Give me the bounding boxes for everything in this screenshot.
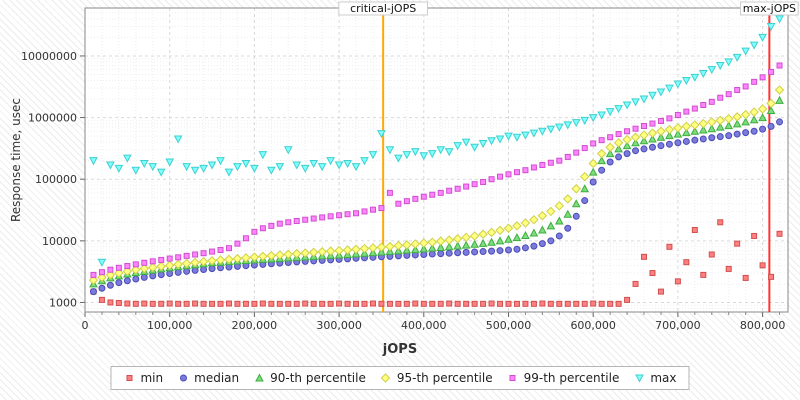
legend-item-median: median [177,371,239,385]
svg-text:600,000: 600,000 [570,319,616,332]
legend: min median 90-th percentile 95-th percentil… [110,366,690,390]
legend-item-95-th-percentile: 95-th percentile [380,371,493,385]
legend-label: median [194,371,240,385]
svg-text:10000000: 10000000 [21,50,77,63]
svg-text:700,000: 700,000 [655,319,701,332]
annotation-label-box [740,1,799,16]
series-min [90,219,783,307]
series-95-th-percentile [88,85,785,285]
svg-text:10000: 10000 [42,235,77,248]
series-99-th-percentile [90,62,783,278]
square-marker-icon [509,375,516,381]
x-axis-label: jOPS [382,342,418,357]
legend-item-max: max [633,371,677,385]
svg-text:1000: 1000 [49,296,77,309]
diamond-marker-icon [381,373,391,383]
triangle-up-marker-icon [254,373,264,382]
triangle-down-marker-icon [635,374,644,383]
legend-label: 95-th percentile [396,371,493,385]
svg-text:200,000: 200,000 [232,319,278,332]
svg-text:800,000: 800,000 [740,319,786,332]
annotation-label-box [338,1,428,16]
square-marker-icon [126,375,133,381]
svg-text:400,000: 400,000 [401,319,447,332]
legend-label: min [140,371,164,385]
svg-text:0: 0 [82,319,89,332]
svg-text:1000000: 1000000 [28,112,77,125]
circle-marker-icon [179,374,187,382]
svg-text:100,000: 100,000 [147,319,193,332]
legend-label: max [650,371,677,385]
legend-item-min: min [123,371,163,385]
y-axis-label: Response time, usec [9,97,23,223]
legend-label: 90-th percentile [270,371,366,385]
svg-text:100000: 100000 [35,173,77,186]
legend-item-90-th-percentile: 90-th percentile [253,371,366,385]
legend-label: 99-th percentile [523,371,620,385]
annotation-label: max-jOPS [743,2,796,15]
series-median [89,118,784,296]
plot-area: 0 100,000 200,000 300,000 400,000 500,000 600,… [21,1,799,332]
legend-item-99-th-percentile: 99-th percentile [507,371,620,385]
series-max [89,15,784,267]
svg-text:300,000: 300,000 [316,319,362,332]
annotation-label: critical-jOPS [350,2,416,15]
svg-text:500,000: 500,000 [486,319,532,332]
